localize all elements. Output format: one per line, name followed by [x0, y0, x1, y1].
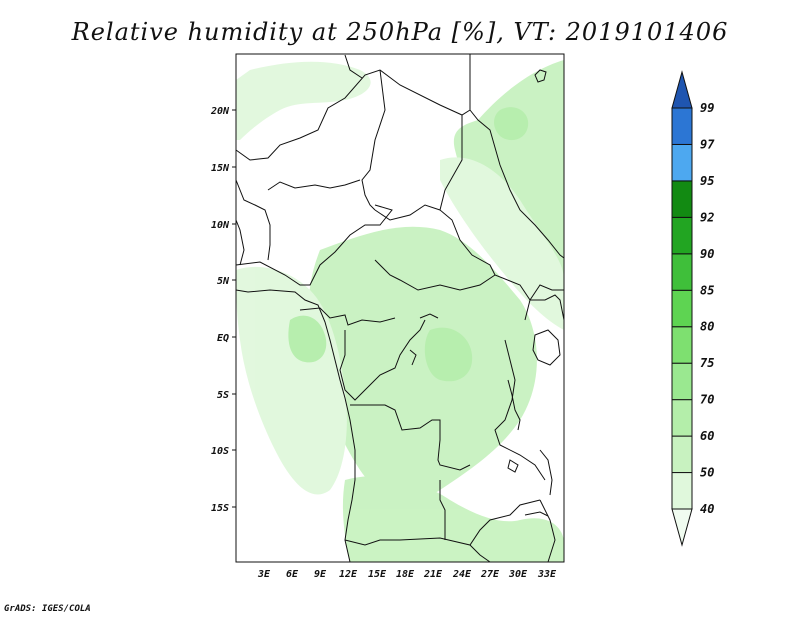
humidity-region-north	[236, 61, 371, 140]
humidity-region-northeast-patch	[494, 107, 529, 141]
lat-label-10n: 10N	[211, 220, 230, 231]
lon-label-6e: 6E	[286, 569, 299, 580]
lon-label-24e: 24E	[452, 569, 472, 580]
latitude-axis: 20N 15N 10N 5N EQ 5S 10S 15S	[210, 106, 236, 514]
country-borders	[235, 54, 565, 563]
lon-label-33e: 33E	[537, 569, 557, 580]
colorbar-segment	[671, 399, 693, 437]
lake-malawi	[539, 449, 553, 496]
humidity-region-south	[342, 476, 564, 562]
lake-victoria	[532, 329, 561, 366]
colorbar-level-label: 85	[700, 283, 714, 297]
colorbar-level-label: 50	[700, 466, 714, 480]
lat-label-eq: EQ	[217, 333, 229, 344]
lon-label-18e: 18E	[396, 569, 415, 580]
lon-label-27e: 27E	[480, 569, 500, 580]
lat-label-20n: 20N	[210, 106, 230, 117]
lat-label-10s: 10S	[211, 446, 229, 457]
border-cameroon	[235, 204, 393, 286]
border-north-3	[361, 69, 386, 211]
lake-small-4	[524, 511, 549, 517]
border-ethiopia	[469, 109, 565, 259]
humidity-shading	[236, 60, 564, 562]
border-southeast	[539, 499, 556, 563]
border-chad-sudan	[374, 204, 441, 221]
colorbar-segment	[671, 216, 693, 255]
lon-label-21e: 21E	[423, 569, 443, 580]
humidity-region-mid-patch	[424, 327, 473, 382]
colorbar-segments	[671, 107, 693, 510]
lat-label-5n: 5N	[217, 276, 230, 287]
colorbar-labels: 40 50 60 70 75 80 85 90 92 95 97 99	[700, 101, 715, 516]
lake-tanganyika	[507, 379, 521, 431]
colorbar-level-label: 95	[700, 174, 714, 188]
humidity-region-central	[308, 226, 537, 501]
lon-label-3e: 3E	[257, 569, 271, 580]
colorbar-level-label: 75	[700, 356, 714, 370]
border-central-2	[339, 319, 426, 401]
humidity-region-west-patch	[288, 315, 327, 363]
border-east-lakes	[494, 339, 546, 481]
colorbar-segment	[671, 472, 693, 510]
colorbar-top-triangle	[671, 70, 693, 109]
lake-small-1	[409, 349, 417, 366]
lon-label-15e: 15E	[368, 569, 387, 580]
border-west-edge	[235, 219, 245, 266]
colorbar-bottom-triangle	[671, 508, 693, 547]
border-south-2	[439, 480, 446, 540]
border-east-upper	[439, 115, 531, 321]
colorbar-level-label: 60	[700, 429, 714, 443]
colorbar-segment	[671, 143, 693, 182]
colorbar-level-label: 97	[700, 137, 715, 151]
coastline-west	[235, 289, 356, 563]
colorbar: 40 50 60 70 75 80 85 90 92 95 97 99	[671, 70, 715, 547]
lake-small-3	[507, 459, 519, 473]
colorbar-segment	[671, 107, 693, 145]
colorbar-level-label: 80	[700, 320, 714, 334]
colorbar-segment	[671, 435, 693, 474]
colorbar-level-label: 70	[700, 393, 714, 407]
border-north-1	[235, 54, 471, 161]
colorbar-level-label: 92	[700, 210, 714, 224]
border-central-1	[374, 259, 496, 291]
colorbar-segment	[671, 180, 693, 218]
longitude-axis: 3E 6E 9E 12E 15E 18E 21E 24E 27E 30E 33E	[257, 569, 557, 580]
lat-label-5s: 5S	[217, 390, 229, 401]
border-nigeria	[267, 179, 361, 191]
map-panel	[235, 53, 565, 563]
lake-northeast	[534, 69, 547, 83]
colorbar-level-label: 40	[700, 502, 714, 516]
humidity-region-east-band	[440, 157, 564, 330]
lat-label-15s: 15S	[211, 503, 229, 514]
border-lake-region	[530, 294, 565, 321]
border-east-coast	[529, 284, 564, 301]
lake-small-2	[419, 313, 439, 319]
lat-label-15n: 15N	[211, 163, 230, 174]
colorbar-segment	[671, 253, 693, 291]
software-credit: GrADS: IGES/COLA	[4, 604, 91, 614]
colorbar-segment	[671, 326, 693, 364]
border-south-3	[469, 544, 491, 563]
border-gabon-congo	[299, 307, 396, 326]
colorbar-segment	[671, 362, 693, 401]
map-frame	[235, 53, 565, 563]
colorbar-segment	[671, 289, 693, 328]
border-north-2	[344, 54, 363, 79]
lon-label-9e: 9E	[314, 569, 327, 580]
map-title: Relative humidity at 250hPa [%], VT: 201…	[71, 18, 729, 46]
colorbar-level-label: 99	[700, 101, 714, 115]
border-angola-north	[350, 404, 471, 471]
lon-label-30e: 30E	[508, 569, 528, 580]
coastline-gulf	[235, 179, 271, 261]
lon-label-12e: 12E	[339, 569, 358, 580]
colorbar-level-label: 90	[700, 247, 714, 261]
